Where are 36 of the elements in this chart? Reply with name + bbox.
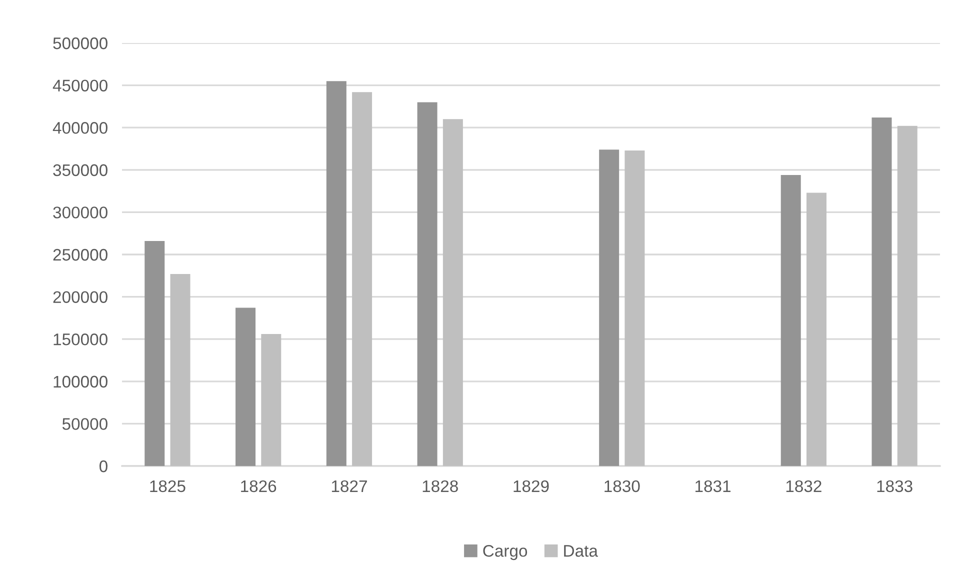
y-tick-label: 50000 [62,418,108,430]
bar [806,192,826,466]
legend-label: Cargo [483,544,528,560]
bar [144,240,165,466]
legend-label: Data [564,545,598,557]
x-tick-label: 1829 [514,480,549,492]
y-tick-label: 150000 [54,334,108,346]
bar [236,308,256,466]
x-tick-label: 1830 [604,480,640,492]
x-tick-label: 1828 [422,480,458,492]
y-tick-label: 100000 [54,376,108,388]
y-tick-label: 300000 [53,206,108,218]
bar [326,81,346,466]
x-tick-label: 1833 [877,480,912,492]
y-tick-label: 0 [99,460,108,472]
bar [624,150,645,466]
x-tick-label: 1831 [696,480,731,492]
x-tick-label: 1825 [150,480,186,492]
x-tick-label: 1826 [241,480,276,492]
y-tick-label: 500000 [53,37,108,50]
bar [417,102,438,466]
bar [442,119,463,466]
x-tick-label: 1832 [786,480,822,492]
bar [261,334,282,466]
bar [352,92,372,466]
bar [872,117,892,466]
y-tick-label: 200000 [53,291,108,304]
bar [780,174,801,466]
bar [897,126,918,466]
x-tick-label: 1827 [332,480,367,492]
y-tick-label: 250000 [53,248,108,261]
y-tick-label: 450000 [52,80,108,92]
y-tick-label: 400000 [52,122,108,134]
y-tick-label: 350000 [53,164,108,176]
bar [599,150,620,466]
bar [170,274,190,466]
